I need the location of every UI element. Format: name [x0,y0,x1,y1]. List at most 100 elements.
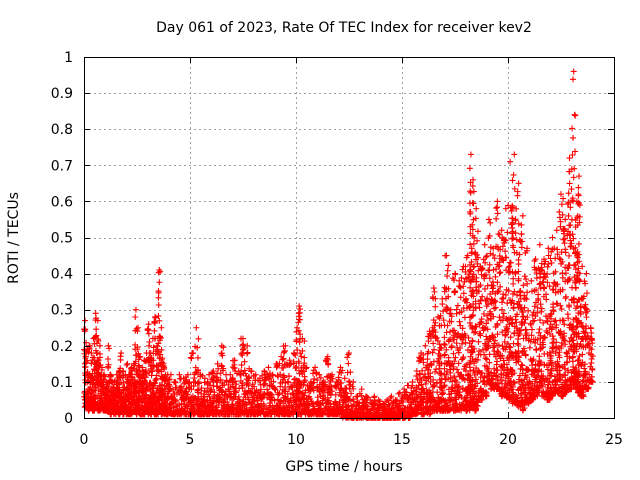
data-point [442,375,449,382]
data-point [139,364,146,371]
data-point [215,365,222,372]
data-point [89,406,96,413]
data-point [454,302,461,309]
data-point [445,262,452,269]
data-point [535,329,542,336]
data-point [147,356,154,363]
data-point [84,357,91,364]
data-point [424,356,431,363]
data-point [567,222,574,229]
data-point [94,350,101,357]
data-point [466,267,473,274]
data-point [486,267,493,274]
data-point [155,313,162,320]
data-point [509,177,516,184]
data-point [194,389,201,396]
data-point [118,350,125,357]
data-point [93,326,100,333]
data-point [474,228,481,235]
data-point [562,246,569,253]
data-point [558,306,565,313]
data-point [566,180,573,187]
data-point [522,276,529,283]
data-point [534,304,541,311]
data-point [194,354,201,361]
data-point [133,384,140,391]
data-point [101,371,108,378]
data-point [484,282,491,289]
data-point [511,151,518,158]
data-point [570,134,577,141]
data-point [96,350,103,357]
data-point [518,361,525,368]
data-point [123,361,130,368]
data-point [155,294,162,301]
data-point [548,259,555,266]
data-point [211,389,218,396]
data-point [431,383,438,390]
data-point [148,372,155,379]
data-point [212,404,219,411]
data-point [100,381,107,388]
data-point [198,385,205,392]
data-point [562,270,569,277]
data-point [208,376,215,383]
data-point [126,391,133,398]
data-point [444,273,451,280]
data-point [544,270,551,277]
data-point [493,205,500,212]
data-point [206,371,213,378]
data-point [470,188,477,195]
data-point [154,367,161,374]
data-point [158,381,165,388]
data-point [89,354,96,361]
data-point [445,337,452,344]
data-point [371,393,378,400]
data-point [166,376,173,383]
data-point [456,318,463,325]
data-point [151,327,158,334]
data-point [566,252,573,259]
data-point [83,339,90,346]
data-point [90,391,97,398]
data-point [515,256,522,263]
data-point [531,303,538,310]
data-point [395,390,402,397]
data-point [510,280,517,287]
data-point [179,393,186,400]
data-point [137,353,144,360]
data-point [466,165,473,172]
data-point [493,215,500,222]
data-point [104,390,111,397]
data-point [82,364,89,371]
data-point [497,269,504,276]
data-point [210,368,217,375]
data-point [475,338,482,345]
data-point [145,321,152,328]
data-point [189,350,196,357]
data-point [444,267,451,274]
data-point [531,317,538,324]
data-point [187,354,194,361]
data-point [309,370,316,377]
data-point [502,332,509,339]
data-point [549,340,556,347]
data-point [238,362,245,369]
data-point [128,375,135,382]
data-point [189,405,196,412]
data-point [105,393,112,400]
data-point [430,285,437,292]
data-point [519,212,526,219]
data-point [156,279,163,286]
data-point [447,328,454,335]
data-point [443,252,450,259]
data-point [570,174,577,181]
data-point [562,293,569,300]
data-point [515,180,522,187]
data-point [524,280,531,287]
data-point [572,285,579,292]
data-point [105,364,112,371]
data-point [476,304,483,311]
data-point [171,396,178,403]
